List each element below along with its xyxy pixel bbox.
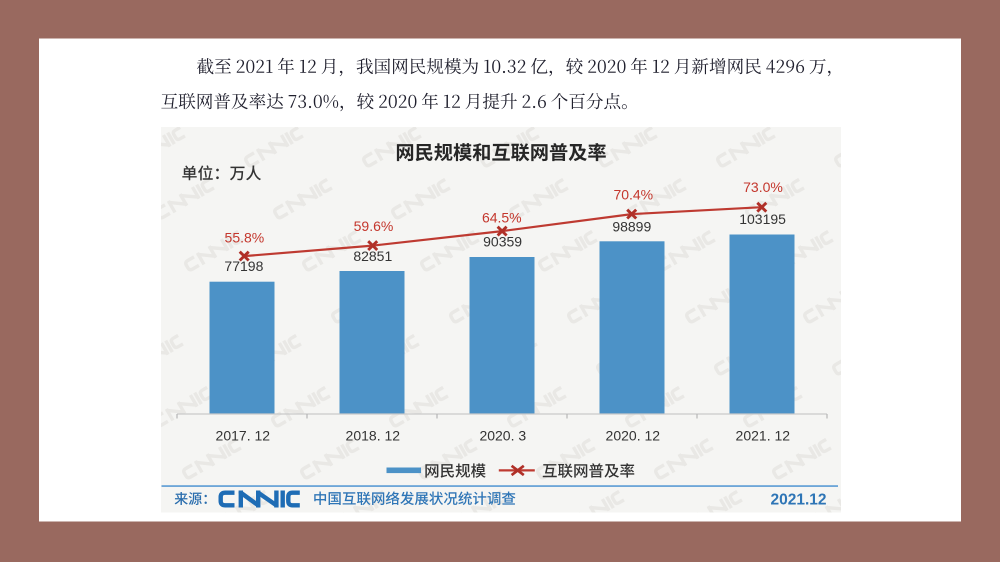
svg-text:103195: 103195 [739,211,786,227]
svg-text:55.8%: 55.8% [225,229,265,245]
svg-text:90359: 90359 [483,234,522,250]
svg-text:2021.12: 2021.12 [770,492,826,509]
svg-text:82851: 82851 [353,248,392,264]
svg-text:73.0%: 73.0% [743,179,783,195]
svg-text:64.5%: 64.5% [482,210,522,226]
svg-text:70.4%: 70.4% [613,187,653,203]
svg-text:77198: 77198 [224,258,263,274]
svg-text:2017. 12: 2017. 12 [216,428,271,444]
svg-text:2018. 12: 2018. 12 [346,428,401,444]
svg-text:59.6%: 59.6% [354,218,394,234]
svg-text:98899: 98899 [612,218,651,234]
svg-text:2020. 12: 2020. 12 [606,428,661,444]
svg-text:2020. 3: 2020. 3 [479,428,526,444]
svg-text:2021. 12: 2021. 12 [736,428,791,444]
